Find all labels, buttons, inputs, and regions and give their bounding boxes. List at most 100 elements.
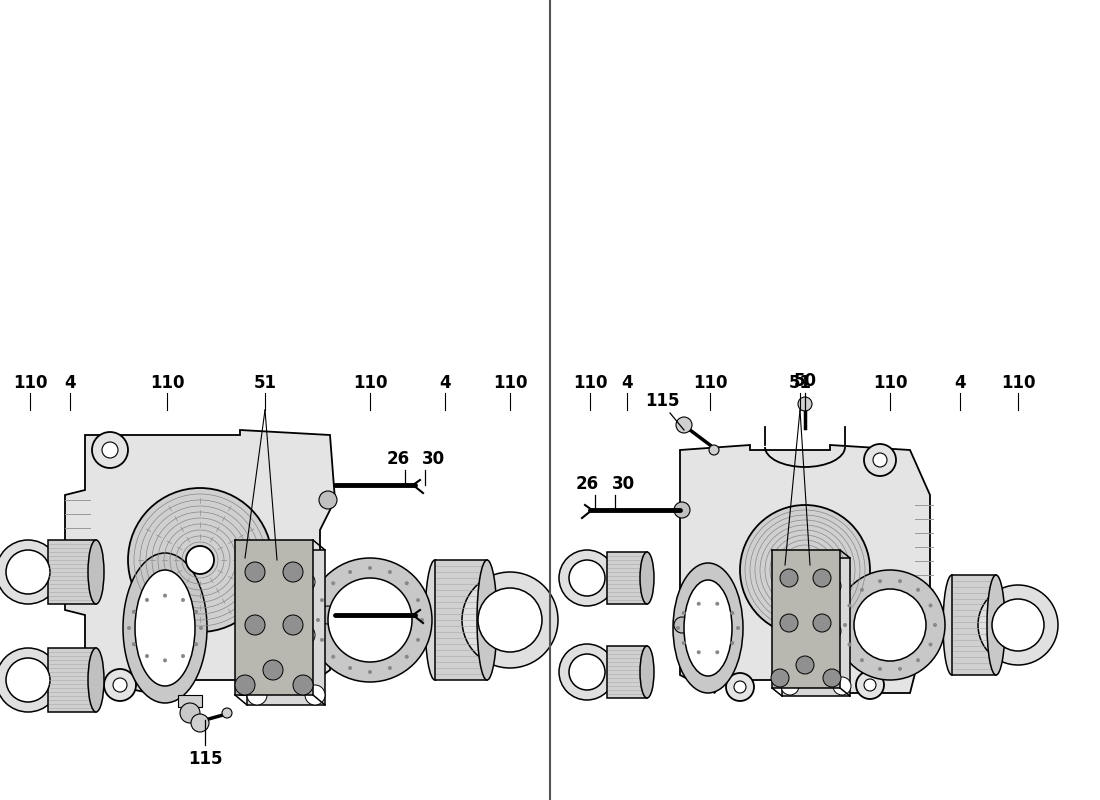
Circle shape <box>898 667 902 671</box>
Bar <box>48 540 96 604</box>
Circle shape <box>854 589 926 661</box>
Text: europ: europ <box>685 475 785 505</box>
Text: 110: 110 <box>872 374 908 392</box>
Circle shape <box>102 442 118 458</box>
Circle shape <box>163 658 167 662</box>
Bar <box>178 695 202 707</box>
Circle shape <box>992 599 1044 651</box>
Circle shape <box>790 622 808 640</box>
Circle shape <box>864 679 876 691</box>
Text: 110: 110 <box>693 374 727 392</box>
Circle shape <box>696 650 701 654</box>
Circle shape <box>331 582 335 586</box>
Circle shape <box>682 641 685 645</box>
Circle shape <box>186 546 214 574</box>
Ellipse shape <box>640 646 654 698</box>
Circle shape <box>813 614 830 632</box>
Text: 50: 50 <box>793 372 816 390</box>
Circle shape <box>478 588 542 652</box>
Circle shape <box>182 598 185 602</box>
Circle shape <box>316 618 320 622</box>
Circle shape <box>792 557 818 583</box>
Circle shape <box>92 432 128 468</box>
Circle shape <box>270 684 280 696</box>
Circle shape <box>195 642 198 646</box>
Circle shape <box>320 598 324 602</box>
Circle shape <box>416 638 420 642</box>
Circle shape <box>245 615 265 635</box>
Text: 51: 51 <box>789 374 812 392</box>
Circle shape <box>806 664 824 682</box>
Text: 4: 4 <box>64 374 76 392</box>
Circle shape <box>730 641 735 645</box>
Bar <box>434 560 487 680</box>
Circle shape <box>104 669 136 701</box>
Circle shape <box>405 582 409 586</box>
Circle shape <box>319 491 337 509</box>
Circle shape <box>873 453 887 467</box>
Circle shape <box>916 588 920 592</box>
Text: europ: europ <box>150 475 250 505</box>
Circle shape <box>305 685 324 705</box>
Text: 110: 110 <box>150 374 185 392</box>
Circle shape <box>163 594 167 598</box>
Ellipse shape <box>684 580 732 676</box>
Circle shape <box>388 666 392 670</box>
Bar <box>607 552 647 604</box>
Circle shape <box>0 540 60 604</box>
Circle shape <box>569 560 605 596</box>
Circle shape <box>199 626 204 630</box>
Text: 4: 4 <box>621 374 632 392</box>
Bar <box>235 540 314 695</box>
Circle shape <box>145 654 149 658</box>
Circle shape <box>248 685 267 705</box>
Circle shape <box>559 644 615 700</box>
Text: 115: 115 <box>188 750 222 768</box>
Circle shape <box>283 615 302 635</box>
Circle shape <box>771 669 789 687</box>
Circle shape <box>420 618 424 622</box>
Circle shape <box>676 626 680 630</box>
Circle shape <box>128 488 272 632</box>
Circle shape <box>736 626 740 630</box>
Circle shape <box>320 638 324 642</box>
Circle shape <box>978 585 1058 665</box>
Circle shape <box>180 703 200 723</box>
Circle shape <box>191 714 209 732</box>
Circle shape <box>182 654 185 658</box>
Circle shape <box>878 579 882 583</box>
Circle shape <box>462 572 558 668</box>
Circle shape <box>781 677 799 695</box>
Circle shape <box>790 577 808 595</box>
Ellipse shape <box>88 648 104 712</box>
Circle shape <box>222 708 232 718</box>
Circle shape <box>6 658 50 702</box>
Bar <box>248 550 324 705</box>
Circle shape <box>331 654 335 658</box>
Circle shape <box>132 642 135 646</box>
Ellipse shape <box>477 560 497 680</box>
Circle shape <box>898 579 902 583</box>
Ellipse shape <box>88 540 104 604</box>
Circle shape <box>257 572 277 592</box>
Circle shape <box>860 658 864 662</box>
Circle shape <box>388 570 392 574</box>
Circle shape <box>674 617 690 633</box>
Circle shape <box>328 578 412 662</box>
Text: 115: 115 <box>645 392 680 410</box>
Circle shape <box>928 642 933 646</box>
Circle shape <box>319 606 337 624</box>
Bar <box>782 558 850 696</box>
Text: 26: 26 <box>575 475 598 493</box>
Circle shape <box>878 667 882 671</box>
Ellipse shape <box>640 552 654 604</box>
Bar <box>772 550 840 688</box>
Circle shape <box>113 678 127 692</box>
Circle shape <box>674 502 690 518</box>
Circle shape <box>847 603 851 607</box>
Circle shape <box>696 602 701 606</box>
Circle shape <box>145 598 149 602</box>
Text: aces: aces <box>786 475 864 505</box>
Text: 4: 4 <box>954 374 966 392</box>
Circle shape <box>856 671 884 699</box>
